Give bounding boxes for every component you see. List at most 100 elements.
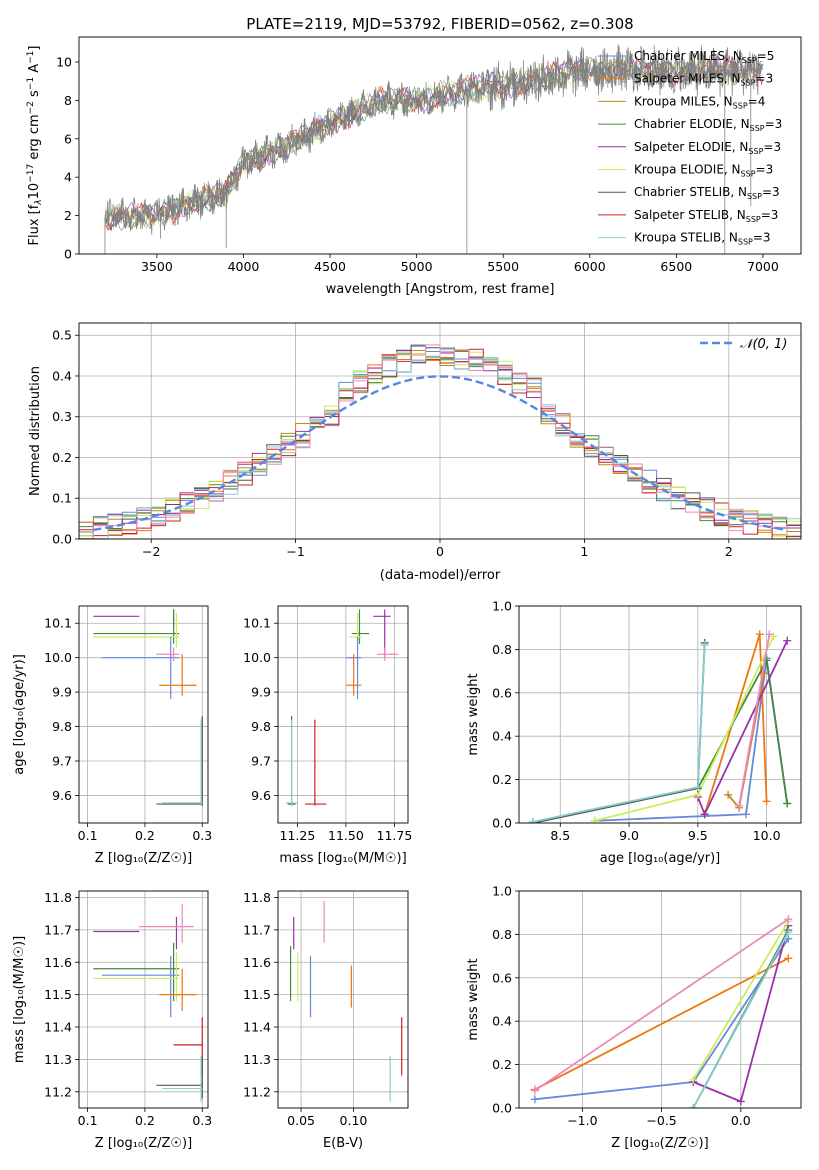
axes-frame — [78, 605, 209, 824]
y-axis-label: Flux [fλ10−17 erg cm−2 s−1 A−1] — [26, 46, 44, 246]
x-tick-label: 4000 — [228, 259, 260, 274]
weight-series-line — [738, 634, 771, 806]
histogram-step — [79, 344, 801, 539]
weight-series-line — [692, 931, 790, 1108]
z-age-panel: 0.1 0.2 0.3 9.6 9.7 9.8 9.9 10.0 10.1 Z [log₁₀(Z/… — [12, 605, 212, 866]
x-axis-label: mass [log₁₀(M/M☉)] — [279, 851, 406, 866]
y-axis-label-part: −1 — [26, 77, 36, 90]
y-tick-label: 0.0 — [52, 532, 72, 547]
y-tick-label: 9.6 — [52, 788, 72, 803]
age-weight-panel: 8.5 9.0 9.5 10.0 0.0 0.2 0.4 0.6 0.8 1.0 age [log₁… — [466, 599, 802, 866]
legend-label-name: Kroupa MILES, N — [634, 94, 733, 108]
x-tick-label: 0.05 — [287, 1113, 315, 1128]
y-tick-label: 11.5 — [243, 987, 271, 1002]
y-axis-label: mass weight — [466, 958, 481, 1040]
y-tick-label: 11.5 — [44, 987, 72, 1002]
z-weight-panel: −1.0 −0.5 0.0 0.0 0.2 0.4 0.6 0.8 1.0 Z [log₁₀(Z/… — [466, 884, 802, 1151]
y-tick-label: 11.6 — [44, 955, 72, 970]
x-tick-label: 0.3 — [192, 1113, 212, 1128]
y-tick-label: 10.0 — [44, 650, 72, 665]
legend-label: Salpeter MILES, NSSP=3 — [634, 72, 773, 88]
y-axis-label-part: −1 — [26, 51, 36, 64]
y-tick-label: 0.2 — [52, 450, 72, 465]
legend-label-sub: SSP — [748, 147, 763, 156]
y-tick-label: 0 — [64, 247, 72, 262]
model-spectrum-line — [104, 55, 763, 226]
x-axis-label: age [log₁₀(age/yr)] — [600, 851, 721, 866]
y-tick-label: 11.8 — [243, 890, 271, 905]
weight-lines — [528, 630, 792, 823]
axes-frame — [78, 36, 802, 255]
y-tick-label: 11.2 — [243, 1084, 271, 1099]
x-tick-label: 0.10 — [340, 1113, 368, 1128]
errorbar-group — [289, 900, 403, 1102]
y-tick-label: 0.2 — [492, 772, 512, 787]
x-tick-label: 0.2 — [135, 828, 155, 843]
y-axis-label-part: λ — [34, 199, 44, 205]
weight-series-line — [532, 642, 706, 823]
y-tick-label: 10 — [56, 54, 72, 69]
x-axis-label: Z [log₁₀(Z/Z☉)] — [95, 1136, 192, 1151]
legend-label-sub: SSP — [741, 79, 756, 88]
y-tick-label: 11.3 — [44, 1052, 72, 1067]
legend-label-name: Chabrier MILES, N — [634, 49, 742, 63]
legend-label-sub: SSP — [746, 215, 761, 224]
axes-frame — [277, 605, 409, 824]
legend-label-sub: SSP — [733, 101, 748, 110]
legend-label: Chabrier MILES, NSSP=5 — [634, 49, 774, 65]
x-tick-label: 0.3 — [192, 828, 212, 843]
y-tick-label: 2 — [64, 208, 72, 223]
x-tick-label: −2 — [142, 544, 160, 559]
axes-frame — [277, 890, 409, 1109]
y-axis-label: Normed distribution — [28, 366, 43, 496]
x-tick-label: 0.1 — [78, 1113, 98, 1128]
model-spectrum-line — [104, 54, 763, 231]
y-tick-label: 0.0 — [492, 1101, 512, 1116]
y-tick-label: 11.7 — [44, 922, 72, 937]
x-tick-label: 10.0 — [753, 828, 781, 843]
y-tick-label: 9.7 — [251, 754, 271, 769]
y-tick-label: 4 — [64, 170, 72, 185]
y-tick-label: 0.6 — [492, 970, 512, 985]
y-tick-label: 11.6 — [243, 955, 271, 970]
y-axis-label-part: 10 — [27, 183, 42, 200]
x-tick-label: 1 — [580, 544, 588, 559]
y-tick-label: 1.0 — [492, 884, 512, 899]
legend-label: Chabrier STELIB, NSSP=3 — [634, 185, 780, 201]
x-tick-label: 6000 — [574, 259, 606, 274]
y-tick-label: 9.9 — [52, 685, 72, 700]
legend-label: 𝒩(0, 1) — [740, 337, 787, 352]
y-tick-label: 0.8 — [492, 642, 512, 657]
y-tick-label: 0.5 — [52, 328, 72, 343]
x-tick-label: 9.5 — [688, 828, 708, 843]
axes-frame — [78, 890, 209, 1109]
legend-label-suffix: =3 — [753, 231, 771, 245]
axes-frame — [518, 605, 802, 824]
y-axis-label-part: Flux [f — [27, 204, 42, 245]
y-tick-label: 9.8 — [52, 719, 72, 734]
x-tick-label: 5000 — [401, 259, 433, 274]
y-tick-label: 11.7 — [243, 922, 271, 937]
legend-label-name: Kroupa ELODIE, N — [634, 163, 741, 177]
legend-label-sub: SSP — [738, 238, 753, 247]
x-tick-label: 11.75 — [377, 828, 413, 843]
legend-label-suffix: =3 — [765, 117, 783, 131]
legend-label-name: Salpeter MILES, N — [634, 72, 741, 86]
x-axis-label: Z [log₁₀(Z/Z☉)] — [95, 851, 192, 866]
y-axis-label-part: s — [27, 90, 42, 101]
legend-label-name: Salpeter ELODIE, N — [634, 140, 748, 154]
weight-series-line — [692, 920, 790, 1081]
legend-label-suffix: =3 — [763, 140, 781, 154]
errorbar-group — [285, 609, 399, 806]
legend-label-name: Kroupa STELIB, N — [634, 231, 738, 245]
x-tick-label: −0.5 — [646, 1113, 676, 1128]
y-tick-label: 11.8 — [44, 890, 72, 905]
legend-label-suffix: =3 — [756, 163, 774, 177]
legend-label-sub: SSP — [747, 192, 762, 201]
y-tick-label: 10.1 — [44, 616, 72, 631]
x-tick-label: 0 — [436, 544, 444, 559]
legend-label-sub: SSP — [750, 124, 765, 133]
y-tick-label: 0.4 — [492, 729, 512, 744]
y-tick-label: 11.3 — [243, 1052, 271, 1067]
legend-label-name: Chabrier STELIB, N — [634, 185, 747, 199]
